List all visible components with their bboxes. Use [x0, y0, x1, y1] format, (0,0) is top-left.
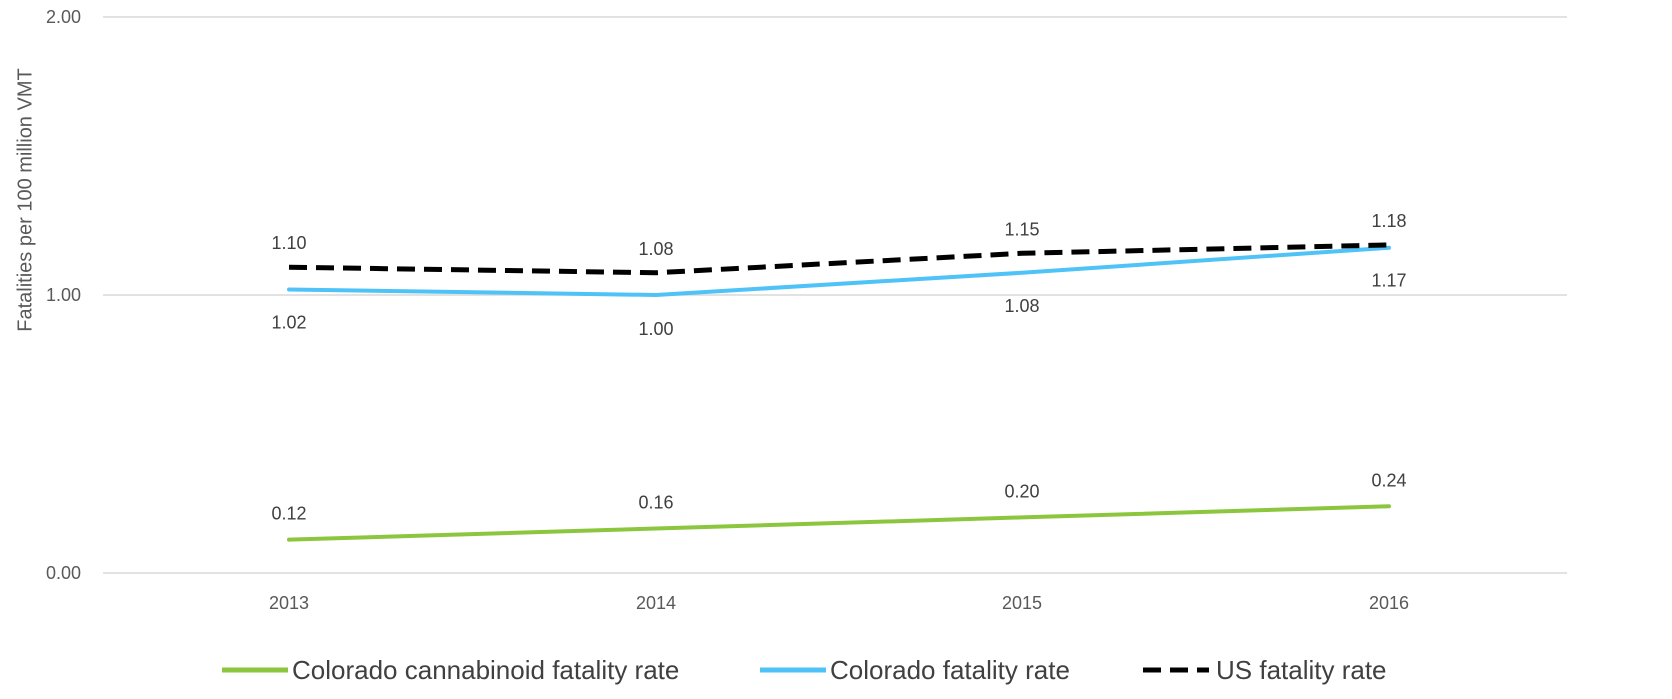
y-axis-ticks: 0.00 1.00 2.00	[46, 7, 81, 583]
x-tick-label: 2013	[269, 593, 309, 613]
data-label: 0.24	[1371, 470, 1406, 490]
x-tick-label: 2014	[636, 593, 676, 613]
series-line	[288, 242, 1390, 276]
data-label: 1.15	[1004, 219, 1039, 239]
series-line	[287, 504, 1391, 542]
data-label: 1.00	[638, 319, 673, 339]
legend: Colorado cannabinoid fatality rate Colora…	[222, 655, 1387, 685]
data-label: 1.17	[1371, 271, 1406, 291]
series-line	[287, 245, 1391, 297]
x-tick-label: 2016	[1369, 593, 1409, 613]
data-labels: 0.12 0.16 0.20 0.24 1.02 1.00 1.08 1.17 1.10 1.08…	[271, 211, 1406, 524]
y-tick-label: 0.00	[46, 563, 81, 583]
y-tick-label: 2.00	[46, 7, 81, 27]
y-tick-label: 1.00	[46, 285, 81, 305]
x-tick-label: 2015	[1002, 593, 1042, 613]
y-axis-label: Fatalities per 100 million VMT	[14, 68, 36, 331]
data-label: 1.10	[271, 233, 306, 253]
x-axis-ticks: 2013 2014 2015 2016	[269, 593, 1409, 613]
legend-label: Colorado cannabinoid fatality rate	[292, 655, 679, 685]
legend-label: US fatality rate	[1216, 655, 1387, 685]
series-lines	[287, 242, 1391, 542]
gridlines	[103, 16, 1567, 574]
legend-label: Colorado fatality rate	[830, 655, 1070, 685]
data-label: 0.20	[1004, 481, 1039, 501]
data-label: 1.08	[638, 239, 673, 259]
data-label: 1.02	[271, 312, 306, 332]
data-label: 1.18	[1371, 211, 1406, 231]
data-label: 0.12	[271, 504, 306, 524]
data-label: 0.16	[638, 493, 673, 513]
data-label: 1.08	[1004, 296, 1039, 316]
